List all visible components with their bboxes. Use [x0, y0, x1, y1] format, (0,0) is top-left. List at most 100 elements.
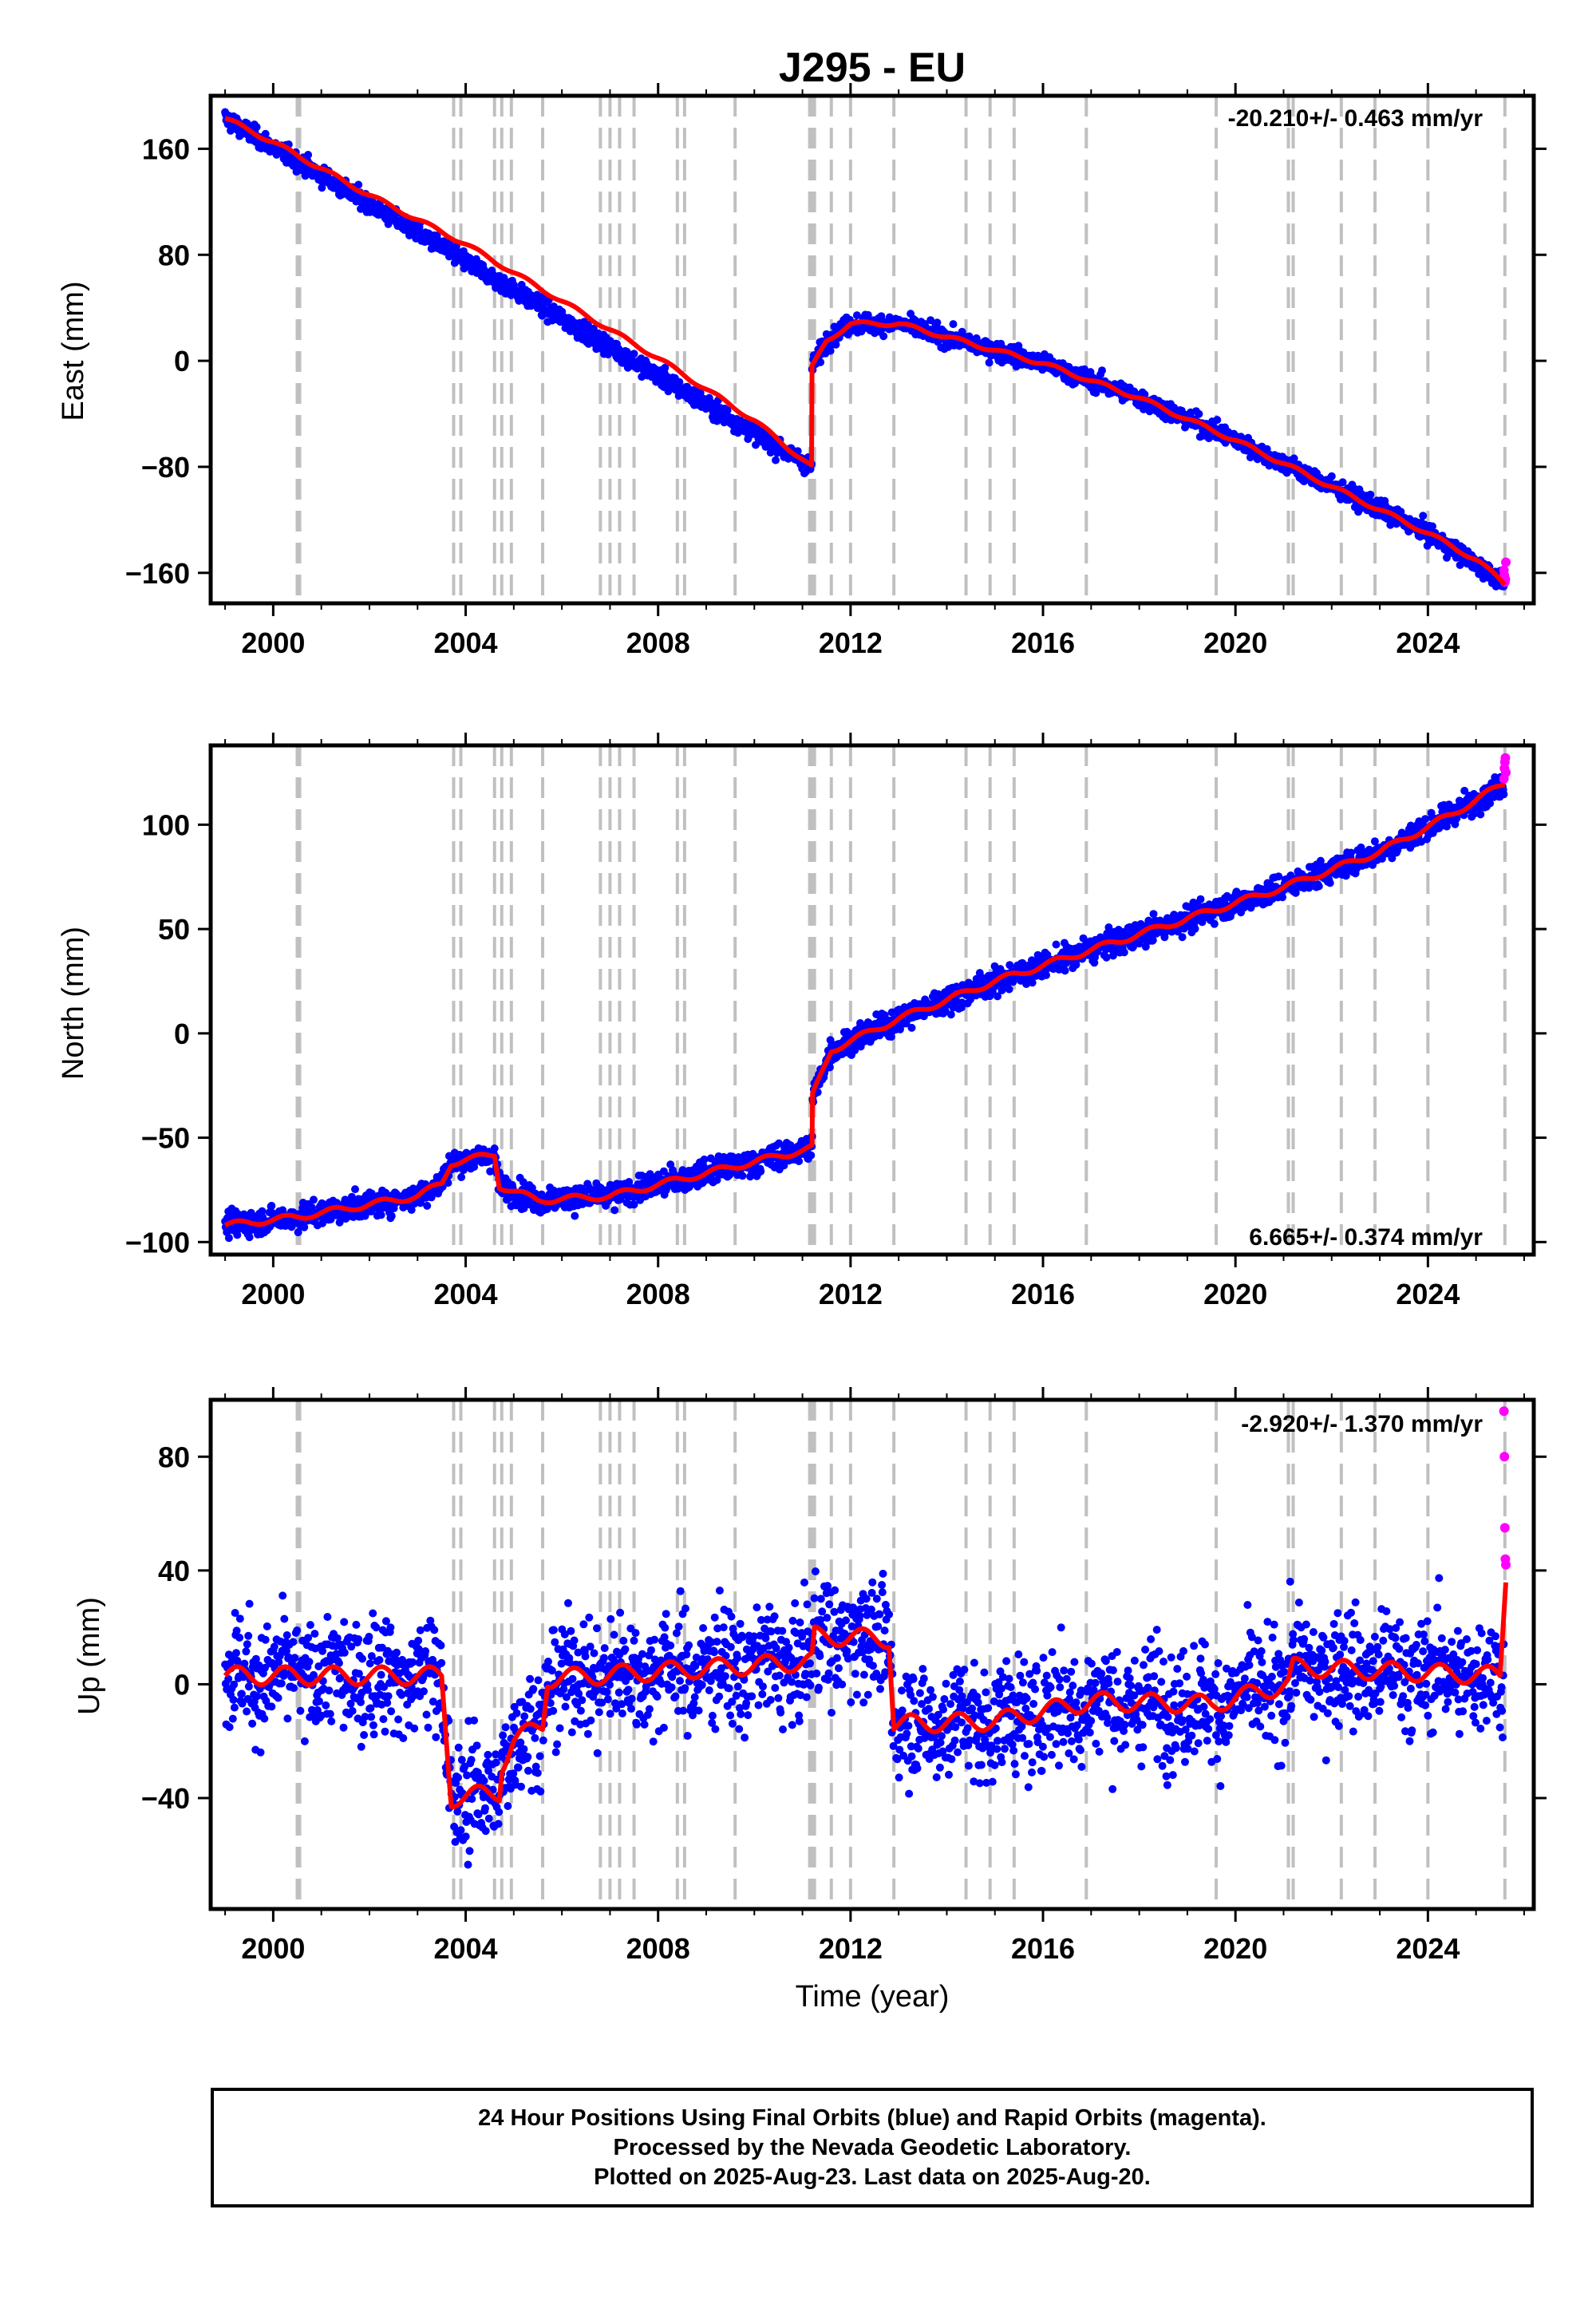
up-final-point: [232, 1626, 241, 1635]
east-final-point: [1327, 472, 1336, 480]
up-final-point: [228, 1714, 237, 1723]
east-x-tick-label: 2004: [433, 626, 497, 659]
up-final-point: [230, 1703, 239, 1712]
east-x-tick-label: 2008: [626, 626, 690, 659]
east-final-point: [1419, 512, 1428, 520]
north-final-point: [1178, 933, 1187, 942]
east-y-tick-label: −80: [141, 451, 190, 484]
up-final-point: [242, 1647, 251, 1656]
east-model-line: [224, 116, 1507, 587]
north-final-point: [738, 1172, 747, 1180]
east-final-point: [772, 456, 780, 464]
up-final-point: [267, 1702, 276, 1711]
north-final-point: [1120, 948, 1128, 957]
up-final-point: [243, 1640, 251, 1649]
east-rapid-point: [1501, 557, 1511, 567]
up-final-point: [248, 1719, 257, 1728]
east-y-tick-label: −160: [125, 557, 190, 590]
east-final-point: [661, 363, 670, 372]
east-x-tick-label: 2016: [1011, 626, 1075, 659]
up-final-point: [245, 1599, 254, 1608]
east-rate-label: -20.210+/- 0.463 mm/yr: [1228, 105, 1483, 132]
east-y-tick-label: 160: [142, 132, 190, 165]
figure-title: J295 - EU: [779, 45, 966, 91]
north-final-point: [490, 1144, 499, 1152]
east-final-point: [630, 350, 638, 358]
north-final-point: [1278, 893, 1287, 902]
north-event-lines: [295, 745, 1507, 1255]
up-final-point: [243, 1707, 251, 1716]
east-final-point: [852, 311, 861, 320]
north-rapid-points: [1499, 753, 1511, 784]
east-x-tick-label: 2020: [1203, 626, 1267, 659]
north-y-tick-label: 0: [174, 1018, 190, 1050]
north-final-point: [946, 1010, 955, 1019]
up-final-point: [237, 1690, 246, 1698]
east-final-point: [985, 358, 994, 367]
up-final-point: [235, 1634, 244, 1642]
north-rapid-point: [1501, 767, 1511, 777]
up-final-point: [232, 1649, 240, 1658]
north-final-point: [245, 1233, 254, 1242]
east-plot-frame: [208, 93, 1536, 606]
north-y-tick-label: −100: [125, 1226, 190, 1259]
east-x-tick-label: 2024: [1396, 626, 1460, 659]
north-final-point: [457, 1173, 466, 1181]
north-plot-frame: [208, 743, 1536, 1257]
north-final-point: [1191, 924, 1199, 933]
up-final-point: [263, 1622, 271, 1630]
east-final-point: [1098, 366, 1106, 375]
east-final-point: [354, 180, 363, 189]
north-final-point: [757, 1167, 765, 1176]
east-ticks: 2000 2004 2008 2012 2016 2020 2024−160−8008016…: [125, 83, 1547, 659]
north-rate-label: 6.665+/- 0.374 mm/yr: [1249, 1224, 1483, 1251]
east-x-tick-label: 2012: [819, 626, 883, 659]
north-final-point: [807, 1151, 816, 1160]
east-y-axis-label: East (mm): [57, 281, 90, 421]
up-final-point: [229, 1695, 238, 1704]
north-final-point: [1210, 919, 1219, 928]
up-final-point: [270, 1642, 279, 1651]
east-final-point: [826, 346, 835, 355]
north-rapid-point: [1500, 753, 1511, 763]
north-panel: 2000 2004 2008 2012 2016 2020 2024−100−5005010…: [57, 733, 1547, 1310]
north-final-point: [1325, 879, 1334, 887]
north-x-tick-label: 2000: [241, 1278, 305, 1310]
up-final-point: [260, 1714, 269, 1723]
north-y-tick-label: 100: [142, 808, 190, 841]
east-final-point: [696, 389, 705, 397]
north-final-point: [1314, 882, 1323, 891]
north-final-point: [423, 1201, 432, 1210]
east-x-tick-label: 2000: [241, 626, 305, 659]
north-final-points: [221, 773, 1508, 1243]
north-x-tick-label: 2020: [1203, 1278, 1267, 1310]
north-x-tick-label: 2004: [433, 1278, 497, 1310]
east-final-point: [863, 310, 872, 319]
north-final-point: [1421, 815, 1429, 824]
north-x-tick-label: 2024: [1396, 1278, 1460, 1310]
north-y-axis-label: North (mm): [57, 927, 90, 1080]
up-final-point: [256, 1748, 265, 1757]
east-panel: 2000 2004 2008 2012 2016 2020 2024−160−8008016…: [57, 83, 1547, 659]
east-final-point: [261, 129, 270, 138]
east-y-tick-label: 0: [174, 345, 190, 377]
east-final-point: [1195, 409, 1203, 418]
north-final-point: [267, 1201, 276, 1210]
north-x-tick-label: 2008: [626, 1278, 690, 1310]
up-final-point: [235, 1614, 244, 1623]
north-final-point: [1476, 810, 1485, 819]
north-final-point: [351, 1185, 359, 1194]
north-model-line: [223, 782, 1506, 1228]
north-final-point: [700, 1155, 709, 1164]
up-final-point: [244, 1631, 253, 1640]
east-final-point: [832, 340, 840, 349]
east-final-point: [252, 123, 261, 132]
up-final-point: [244, 1682, 253, 1691]
north-final-point: [1005, 985, 1013, 994]
east-final-point: [1366, 490, 1375, 499]
north-final-point: [377, 1211, 385, 1219]
north-y-tick-label: 50: [158, 913, 190, 946]
up-final-point: [225, 1723, 234, 1732]
north-final-point: [1149, 910, 1158, 919]
north-final-point: [1196, 895, 1205, 903]
